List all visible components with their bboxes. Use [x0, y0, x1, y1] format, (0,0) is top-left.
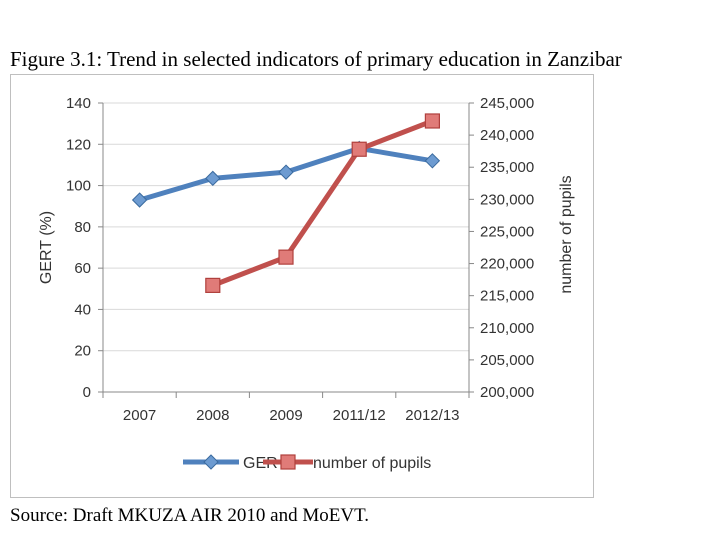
y-axis-left-label: GERT (%)	[38, 211, 55, 284]
data-point-ger	[278, 164, 294, 180]
y-right-tick-label: 215,000	[480, 288, 534, 305]
y-right-tick-label: 225,000	[480, 223, 534, 240]
gridlines	[103, 102, 469, 352]
y-right-tick-label: 210,000	[480, 320, 534, 337]
line-chart: 0 20 40 60 80 100 120 140 200,000 205,000 210,000 2…	[38, 95, 575, 472]
x-tick-label: 2007	[123, 407, 156, 424]
legend-ger-marker	[203, 454, 219, 470]
data-point-ger	[131, 192, 148, 208]
legend-pupils-marker-shape	[280, 454, 296, 470]
data-point-pupils	[278, 249, 294, 265]
y-left-tick-label: 0	[83, 384, 91, 401]
y-left-tick-label: 60	[74, 260, 91, 277]
legend-pupils-label: number of pupils	[313, 455, 431, 472]
y-right-tick-label: 240,000	[480, 127, 534, 144]
chart-frame: 0 20 40 60 80 100 120 140 200,000 205,000 210,000 2…	[10, 74, 594, 498]
figure-title: Figure 3.1: Trend in selected indicators…	[10, 47, 622, 71]
legend-pupils-marker	[280, 454, 296, 470]
y-right-tick-label: 230,000	[480, 191, 534, 208]
y-left-tick-label: 40	[74, 301, 91, 318]
y-right-tick-label: 245,000	[480, 95, 534, 112]
data-point-ger	[424, 153, 441, 169]
y-right-tick-label: 200,000	[480, 384, 534, 401]
legend-ger-marker-shape	[203, 454, 219, 470]
data-point-pupils	[424, 113, 440, 129]
data-point-ger	[205, 170, 221, 187]
data-point-pupils	[351, 141, 367, 157]
data-point-pupils	[205, 277, 221, 293]
y-right-tick-label: 235,000	[480, 159, 534, 176]
y-left-tick-label: 80	[74, 219, 91, 236]
y-right-tick-label: 220,000	[480, 256, 534, 273]
y-left-tick-label: 140	[66, 95, 91, 112]
y-left-tick-label: 120	[66, 136, 91, 153]
series-line-pupils	[210, 118, 435, 288]
x-tick-label: 2011/12	[333, 407, 386, 424]
legend: GER number of pupils	[183, 454, 431, 472]
legend-ger-label: GER	[243, 455, 278, 472]
source-note: Source: Draft MKUZA AIR 2010 and MoEVT.	[10, 505, 370, 526]
x-tick-label: 2009	[269, 407, 302, 424]
y-right-tick-label: 205,000	[480, 352, 534, 369]
y-axis-right-label: number of pupils	[558, 175, 575, 293]
y-left-tick-label: 20	[74, 343, 91, 360]
y-left-tick-label: 100	[66, 178, 91, 195]
axes	[98, 102, 474, 398]
series-layer	[131, 113, 441, 293]
x-tick-label: 2008	[196, 407, 229, 424]
tick-labels: 0 20 40 60 80 100 120 140 200,000 205,000 210,000 2…	[66, 95, 534, 424]
x-tick-label: 2012/13	[405, 407, 459, 424]
